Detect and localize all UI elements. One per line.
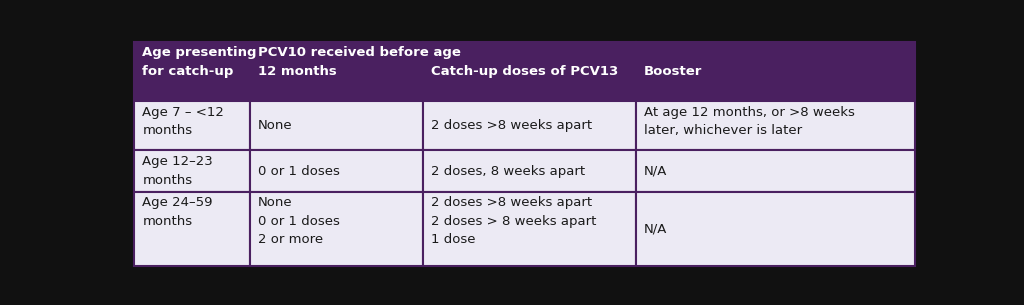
- Bar: [423, 101, 636, 150]
- Text: Age presenting
for catch-up: Age presenting for catch-up: [142, 46, 257, 78]
- Bar: [250, 192, 423, 266]
- Bar: [423, 42, 636, 101]
- Bar: [250, 150, 423, 192]
- Bar: [636, 192, 915, 266]
- Text: Booster: Booster: [644, 65, 702, 78]
- Text: None: None: [258, 119, 293, 132]
- Bar: [250, 101, 423, 150]
- Text: 0 or 1 doses: 0 or 1 doses: [258, 164, 340, 178]
- Text: N/A: N/A: [644, 222, 667, 235]
- Bar: [423, 192, 636, 266]
- Bar: [134, 150, 250, 192]
- Text: Age 12–23
months: Age 12–23 months: [142, 155, 213, 187]
- Bar: [134, 42, 250, 101]
- Bar: [250, 42, 423, 101]
- Text: At age 12 months, or >8 weeks
later, whichever is later: At age 12 months, or >8 weeks later, whi…: [644, 106, 854, 137]
- Text: Catch-up doses of PCV13: Catch-up doses of PCV13: [431, 65, 618, 78]
- Text: 2 doses >8 weeks apart: 2 doses >8 weeks apart: [431, 119, 592, 132]
- Text: N/A: N/A: [644, 164, 667, 178]
- Text: 2 doses >8 weeks apart
2 doses > 8 weeks apart
1 dose: 2 doses >8 weeks apart 2 doses > 8 weeks…: [431, 196, 597, 246]
- Bar: [134, 101, 250, 150]
- Text: Age 7 – <12
months: Age 7 – <12 months: [142, 106, 224, 137]
- Bar: [423, 150, 636, 192]
- Bar: [636, 42, 915, 101]
- Bar: [134, 192, 250, 266]
- Text: None
0 or 1 doses
2 or more: None 0 or 1 doses 2 or more: [258, 196, 340, 246]
- Text: Age 24–59
months: Age 24–59 months: [142, 196, 213, 228]
- Bar: [636, 150, 915, 192]
- Text: PCV10 received before age
12 months: PCV10 received before age 12 months: [258, 46, 461, 78]
- Text: 2 doses, 8 weeks apart: 2 doses, 8 weeks apart: [431, 164, 586, 178]
- Bar: [636, 101, 915, 150]
